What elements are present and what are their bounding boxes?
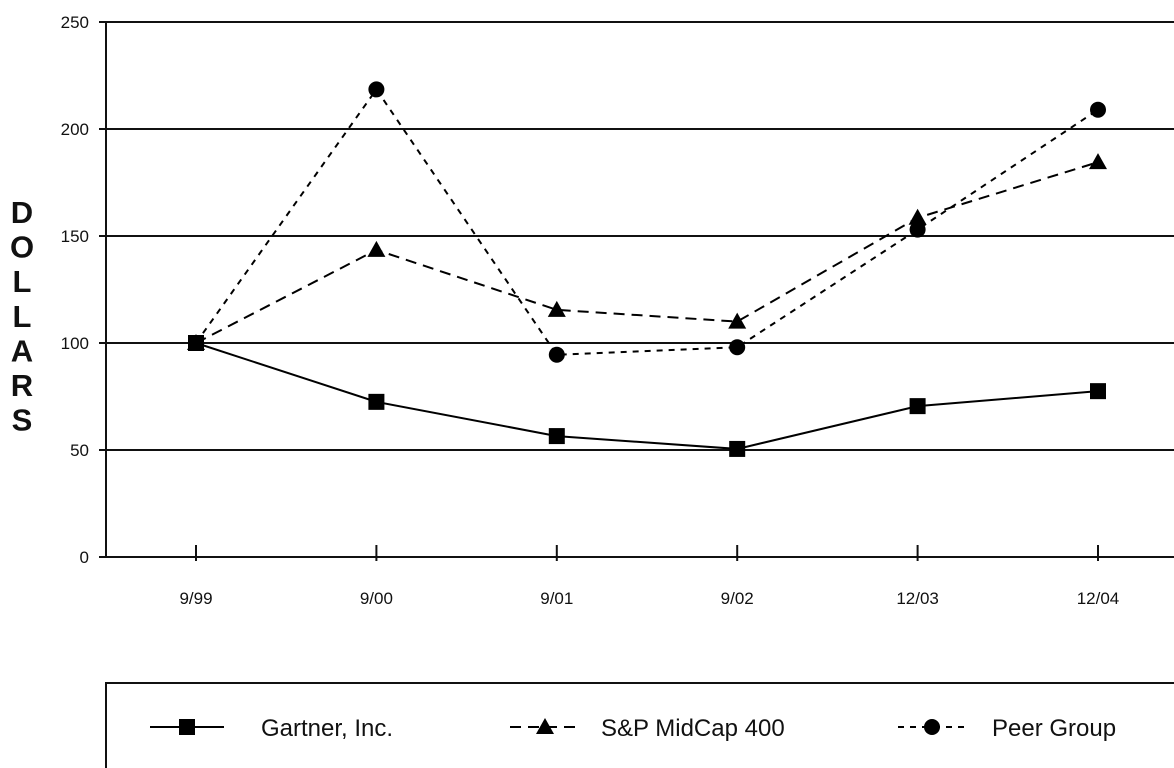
series-line	[195, 87, 1099, 356]
legend-marker	[924, 719, 940, 735]
legend-marker	[536, 718, 554, 734]
x-tick-label: 9/99	[179, 589, 212, 608]
y-tick-labels: 0 50 100 150 200 250	[61, 13, 89, 567]
legend-marker	[179, 719, 195, 735]
data-point	[1089, 153, 1107, 170]
data-point	[367, 240, 386, 257]
legend-label: S&P MidCap 400	[601, 715, 785, 742]
y-axis-label-letter: L	[13, 264, 32, 299]
y-axis-label-letter: R	[11, 368, 33, 403]
x-tick-label: 12/04	[1077, 589, 1120, 608]
data-point	[909, 398, 926, 415]
y-tick-label: 150	[61, 227, 89, 246]
y-tick-label: 0	[80, 548, 89, 567]
legend: Gartner, Inc. S&P MidCap 400 Peer Group	[105, 682, 1174, 768]
y-axis-label-letter: A	[11, 333, 33, 368]
x-tick-label: 9/00	[360, 589, 393, 608]
y-axis-label-letter: L	[13, 299, 32, 334]
legend-box	[105, 682, 1174, 768]
y-tick-label: 250	[61, 13, 89, 32]
data-point	[1090, 101, 1106, 118]
gridlines	[106, 21, 1174, 451]
legend-label: Peer Group	[992, 715, 1116, 742]
y-tick-label: 200	[61, 120, 89, 139]
data-point	[729, 440, 746, 457]
x-tick-label: 9/02	[721, 589, 754, 608]
data-point	[188, 335, 204, 351]
y-axis-label-letter: O	[10, 230, 34, 265]
data-point	[368, 81, 385, 98]
data-point	[908, 208, 927, 225]
axes	[99, 21, 1174, 561]
data-point	[547, 300, 566, 317]
legend-label: Gartner, Inc.	[261, 715, 393, 742]
data-point	[548, 346, 565, 363]
data-point	[368, 393, 385, 410]
y-tick-label: 50	[70, 441, 89, 460]
y-axis-label-letter: D	[11, 195, 33, 230]
data-point	[909, 221, 926, 238]
x-tick-labels: 9/99 9/00 9/01 9/02 12/03 12/04	[179, 589, 1119, 608]
y-tick-label: 100	[61, 334, 89, 353]
y-axis-label-letter: S	[12, 403, 33, 438]
x-tick-label: 12/03	[896, 589, 939, 608]
series-line	[195, 161, 1099, 344]
series	[187, 81, 1107, 457]
series-line	[195, 342, 1099, 450]
data-point	[1090, 383, 1106, 400]
x-tick-label: 9/01	[540, 589, 573, 608]
data-point	[548, 428, 565, 445]
data-point	[729, 339, 746, 356]
data-point	[728, 312, 747, 329]
